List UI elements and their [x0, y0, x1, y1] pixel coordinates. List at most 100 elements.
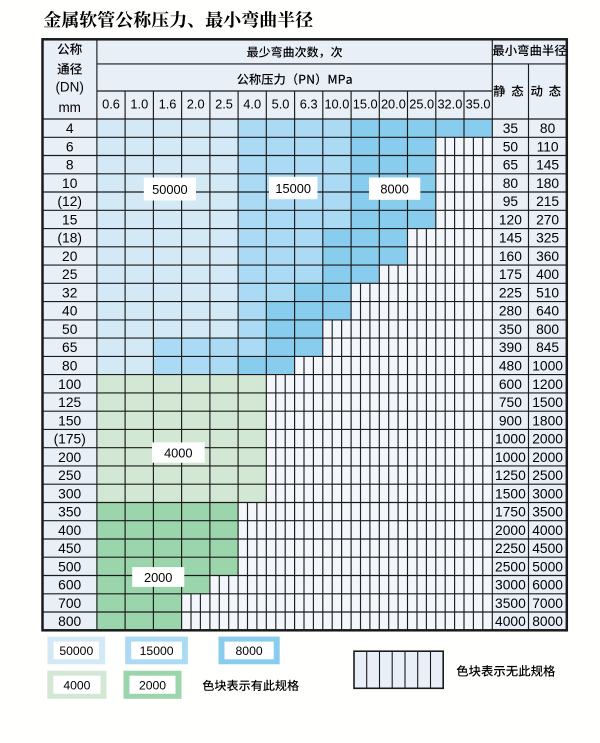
svg-text:4000: 4000 [63, 678, 90, 692]
svg-text:80: 80 [540, 121, 556, 136]
svg-text:400: 400 [536, 267, 559, 282]
svg-text:0.6: 0.6 [102, 97, 120, 112]
svg-text:(12): (12) [57, 194, 82, 209]
svg-text:4000: 4000 [164, 445, 192, 460]
svg-text:200: 200 [58, 450, 81, 465]
svg-text:6000: 6000 [532, 578, 563, 593]
svg-text:50000: 50000 [59, 644, 93, 658]
svg-text:50: 50 [503, 139, 519, 154]
svg-text:280: 280 [499, 304, 522, 319]
svg-text:25: 25 [62, 267, 78, 282]
svg-text:4: 4 [66, 121, 74, 136]
svg-text:2000: 2000 [144, 570, 172, 585]
svg-text:600: 600 [58, 578, 81, 593]
svg-text:180: 180 [536, 176, 559, 191]
svg-text:845: 845 [536, 340, 559, 355]
svg-text:40: 40 [62, 304, 78, 319]
svg-text:(175): (175) [54, 432, 86, 447]
svg-text:32: 32 [62, 286, 77, 301]
svg-text:4.0: 4.0 [243, 97, 261, 112]
svg-text:20: 20 [62, 249, 78, 264]
svg-text:800: 800 [58, 614, 81, 629]
svg-text:125: 125 [58, 395, 81, 410]
svg-text:640: 640 [536, 304, 559, 319]
svg-text:800: 800 [536, 322, 559, 337]
svg-text:65: 65 [503, 158, 519, 173]
svg-text:3000: 3000 [532, 486, 563, 501]
svg-text:600: 600 [499, 377, 522, 392]
svg-text:35: 35 [503, 121, 519, 136]
svg-text:270: 270 [536, 212, 559, 227]
svg-text:150: 150 [58, 413, 81, 428]
svg-text:480: 480 [499, 359, 522, 374]
svg-text:2000: 2000 [532, 432, 563, 447]
svg-text:50000: 50000 [152, 182, 188, 197]
svg-text:2500: 2500 [495, 559, 526, 574]
svg-text:160: 160 [499, 249, 522, 264]
svg-text:1200: 1200 [532, 377, 563, 392]
svg-text:750: 750 [499, 395, 522, 410]
svg-text:145: 145 [499, 231, 522, 246]
svg-text:15.0: 15.0 [353, 97, 378, 112]
svg-text:350: 350 [499, 322, 522, 337]
svg-text:(18): (18) [57, 231, 82, 246]
svg-text:350: 350 [58, 505, 81, 520]
svg-text:390: 390 [499, 340, 522, 355]
svg-text:1800: 1800 [532, 413, 563, 428]
svg-text:500: 500 [58, 559, 81, 574]
svg-text:1.0: 1.0 [130, 97, 148, 112]
svg-text:10: 10 [62, 176, 78, 191]
svg-text:175: 175 [499, 267, 522, 282]
svg-text:80: 80 [62, 359, 78, 374]
svg-text:3500: 3500 [495, 596, 526, 611]
svg-text:95: 95 [503, 194, 519, 209]
svg-text:2000: 2000 [139, 678, 166, 692]
svg-text:5.0: 5.0 [272, 97, 290, 112]
svg-text:5000: 5000 [532, 559, 563, 574]
svg-text:20.0: 20.0 [381, 97, 406, 112]
svg-text:15000: 15000 [275, 181, 311, 196]
svg-text:1250: 1250 [495, 468, 526, 483]
svg-text:900: 900 [499, 413, 522, 428]
svg-text:(DN): (DN) [55, 79, 84, 94]
svg-text:2250: 2250 [495, 541, 526, 556]
svg-text:6.3: 6.3 [300, 97, 318, 112]
svg-text:35.0: 35.0 [466, 97, 491, 112]
svg-text:300: 300 [58, 486, 81, 501]
svg-text:65: 65 [62, 340, 78, 355]
svg-text:15000: 15000 [140, 644, 174, 658]
svg-text:450: 450 [58, 541, 81, 556]
svg-text:1000: 1000 [495, 432, 526, 447]
svg-text:225: 225 [499, 286, 522, 301]
svg-text:250: 250 [58, 468, 81, 483]
svg-text:80: 80 [503, 176, 519, 191]
svg-text:400: 400 [58, 523, 81, 538]
svg-text:110: 110 [537, 139, 559, 154]
svg-text:2500: 2500 [532, 468, 563, 483]
svg-text:32.0: 32.0 [437, 97, 462, 112]
svg-text:1000: 1000 [532, 359, 563, 374]
svg-text:360: 360 [536, 249, 559, 264]
svg-text:1500: 1500 [532, 395, 563, 410]
svg-text:4000: 4000 [495, 614, 526, 629]
svg-text:8000: 8000 [380, 182, 408, 197]
svg-text:4500: 4500 [532, 541, 563, 556]
svg-text:8000: 8000 [236, 644, 263, 658]
svg-text:2000: 2000 [495, 523, 526, 538]
svg-text:6: 6 [66, 139, 74, 154]
svg-text:50: 50 [62, 322, 78, 337]
svg-text:2000: 2000 [532, 450, 563, 465]
svg-text:700: 700 [58, 596, 81, 611]
svg-text:215: 215 [536, 194, 559, 209]
svg-text:3000: 3000 [495, 578, 526, 593]
svg-text:1.6: 1.6 [159, 97, 177, 112]
svg-text:8: 8 [66, 158, 74, 173]
svg-text:145: 145 [536, 158, 559, 173]
svg-text:1500: 1500 [495, 486, 526, 501]
svg-text:2.0: 2.0 [187, 97, 205, 112]
svg-text:1750: 1750 [495, 505, 526, 520]
svg-text:8000: 8000 [532, 614, 563, 629]
svg-text:10.0: 10.0 [324, 97, 349, 112]
svg-text:325: 325 [536, 231, 559, 246]
svg-text:4000: 4000 [532, 523, 563, 538]
